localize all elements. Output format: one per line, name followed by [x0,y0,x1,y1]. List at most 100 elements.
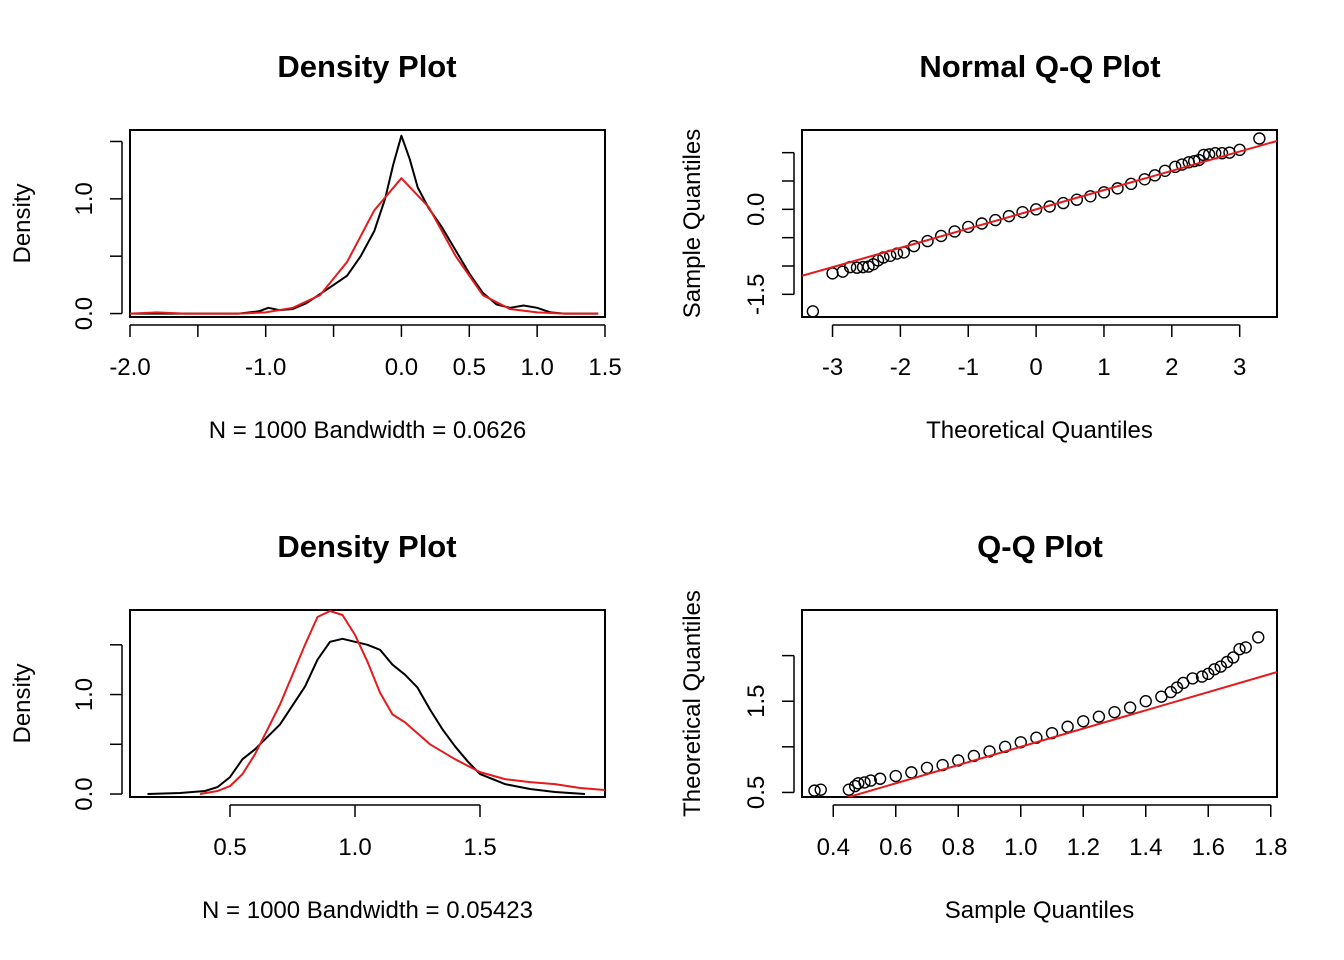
y-axis-label: Theoretical Quantiles [679,590,706,817]
chart-title: Q-Q Plot [977,529,1103,564]
panel-qq-plot: Q-Q Plot 0.4 0.6 0.8 1.0 1.2 1.4 1.6 1.8 0.5 1.5 Sa… [679,529,1287,924]
qq-reference-line [845,671,1277,797]
x-axis-label: Sample Quantiles [945,897,1134,924]
x-tick-label: 1.2 [1067,834,1100,861]
qq-point [858,776,871,789]
y-tick-label: 1.5 [743,685,770,718]
x-tick-label: -2.0 [109,354,150,381]
normal-density-curve [130,177,599,315]
x-tick-label: -2 [890,354,911,381]
density-curve [130,134,599,315]
x-tick-label: 1.0 [1004,834,1037,861]
qq-point [1197,148,1210,162]
x-tick-label: 1.5 [588,354,621,381]
qq-point [806,305,820,317]
qq-point [1175,158,1189,171]
y-tick-label: 0.5 [743,776,770,809]
chart-title: Density Plot [277,49,456,84]
qq-point [1108,705,1121,719]
x-axis-label: N = 1000 Bandwidth = 0.0626 [209,417,527,444]
chart-title: Density Plot [277,529,456,564]
qq-point [1202,667,1215,681]
y-tick-label: 0.0 [743,193,770,226]
y-axis-label: Density [9,183,36,263]
panel-density-plot-1: Density Plot -2.0 -1.0 0.0 0.5 1.0 1.5 0.0 1.0 N … [9,49,622,444]
x-axis-label: Theoretical Quantiles [926,417,1153,444]
qq-point [1029,203,1043,216]
plot-frame [801,129,1278,318]
x-axis-label: N = 1000 Bandwidth = 0.05423 [202,897,533,924]
x-tick-label: 1.5 [463,834,496,861]
y-axis-label: Density [9,663,36,743]
x-tick-label: 1.8 [1254,834,1287,861]
y-tick-label: -1.5 [743,274,770,315]
qq-reference-line [802,139,1277,277]
plot-area [147,610,605,795]
x-tick-label: -3 [822,354,843,381]
qq-point [1148,169,1162,182]
x-tick-label: 0.8 [942,834,975,861]
qq-point [1195,670,1209,683]
y-tick-label: 1.0 [71,678,98,711]
y-tick-label: 1.0 [71,182,98,215]
qq-point [1169,160,1182,174]
plot-area [808,631,1277,797]
qq-point [1233,643,1246,656]
qq-point [1253,132,1266,145]
qq-point [1208,663,1221,676]
plot-frame [129,609,606,798]
qq-point [1227,651,1240,664]
qq-point [889,769,902,783]
x-tick-label: 0.4 [817,834,850,861]
qq-point [1164,685,1177,699]
x-tick-label: 1.0 [338,834,371,861]
qq-point [1170,681,1184,694]
qq-point [934,229,948,243]
qq-point [814,783,827,796]
qq-point [1220,655,1234,669]
qq-point [905,766,918,779]
plot-frame [801,609,1278,798]
y-tick-label: 0.0 [71,297,98,330]
y-tick-label: 0.0 [71,777,98,810]
x-tick-label: 1.6 [1192,834,1225,861]
x-tick-label: 0.5 [213,834,246,861]
qq-point [1077,715,1090,728]
qq-point [1215,147,1229,160]
panel-density-plot-2: Density Plot 0.5 1.0 1.5 0.0 1.0 N = 1000 Band… [9,529,606,924]
qq-point [808,784,821,797]
qq-point [1188,154,1201,168]
density-curve [147,637,586,795]
x-tick-label: 1.0 [520,354,553,381]
qq-point [1139,695,1152,708]
panel-normal-qq-plot: Normal Q-Q Plot -3 -2 -1 0 1 2 3 -1.5 0.0 Theoreti… [679,49,1278,444]
plot-area [130,134,599,315]
qq-point [1252,631,1265,644]
qq-point [873,772,887,785]
x-tick-label: 0.6 [879,834,912,861]
qq-point [842,783,856,796]
x-tick-label: 1.4 [1129,834,1162,861]
plot-area [802,132,1277,317]
chart-title: Normal Q-Q Plot [919,49,1160,84]
x-tick-label: 3 [1233,354,1246,381]
qq-point [1239,641,1252,654]
qq-point [1186,672,1199,685]
x-tick-label: 0 [1029,354,1042,381]
x-tick-label: 0.0 [385,354,418,381]
x-tick-label: 1 [1097,354,1110,381]
qq-point [1061,720,1074,733]
qq-point [1123,701,1137,714]
x-tick-label: -1.0 [245,354,286,381]
y-axis-label: Sample Quantiles [679,129,706,318]
qq-point [826,267,839,280]
qq-point [1214,660,1227,673]
qq-point [920,761,934,775]
plot-frame [129,129,606,318]
normal-density-curve [199,610,605,795]
x-tick-label: 0.5 [453,354,486,381]
x-tick-label: -1 [958,354,979,381]
qq-point [1092,710,1106,723]
qq-point [864,774,877,787]
